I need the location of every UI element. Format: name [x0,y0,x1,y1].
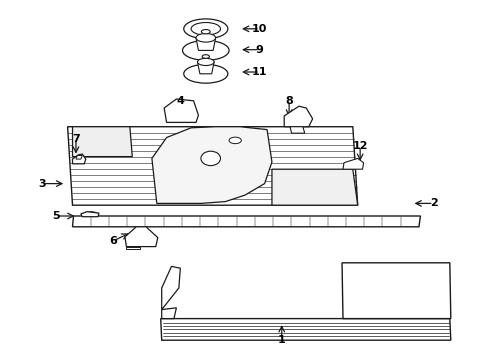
Text: 4: 4 [176,96,184,106]
Polygon shape [76,156,82,159]
Text: 11: 11 [252,67,268,77]
Text: 10: 10 [252,24,268,34]
Polygon shape [290,127,305,133]
Polygon shape [152,127,272,203]
Text: 9: 9 [256,45,264,55]
Polygon shape [81,212,99,217]
Text: 12: 12 [352,141,368,151]
Polygon shape [125,227,158,247]
Polygon shape [342,263,451,319]
Ellipse shape [196,33,216,42]
Polygon shape [162,266,180,310]
Text: 5: 5 [52,211,60,221]
Polygon shape [126,247,140,249]
Ellipse shape [191,22,220,35]
Polygon shape [196,38,216,50]
Polygon shape [73,154,86,164]
Ellipse shape [184,19,228,39]
Polygon shape [73,127,132,157]
Polygon shape [161,319,451,340]
Ellipse shape [182,40,229,60]
Ellipse shape [197,58,214,66]
Ellipse shape [201,151,220,166]
Polygon shape [162,308,176,319]
Polygon shape [73,216,420,227]
Ellipse shape [229,137,241,144]
Polygon shape [197,62,214,74]
Text: 2: 2 [430,198,438,208]
Ellipse shape [201,30,210,34]
Text: 7: 7 [72,134,80,144]
Polygon shape [68,127,358,205]
Ellipse shape [184,64,228,83]
Ellipse shape [202,55,210,58]
Polygon shape [343,158,364,169]
Text: 1: 1 [278,335,286,345]
Text: 3: 3 [38,179,46,189]
Polygon shape [272,169,358,205]
Polygon shape [284,106,313,127]
Text: 8: 8 [285,96,293,106]
Text: 6: 6 [109,236,117,246]
Polygon shape [164,99,198,122]
